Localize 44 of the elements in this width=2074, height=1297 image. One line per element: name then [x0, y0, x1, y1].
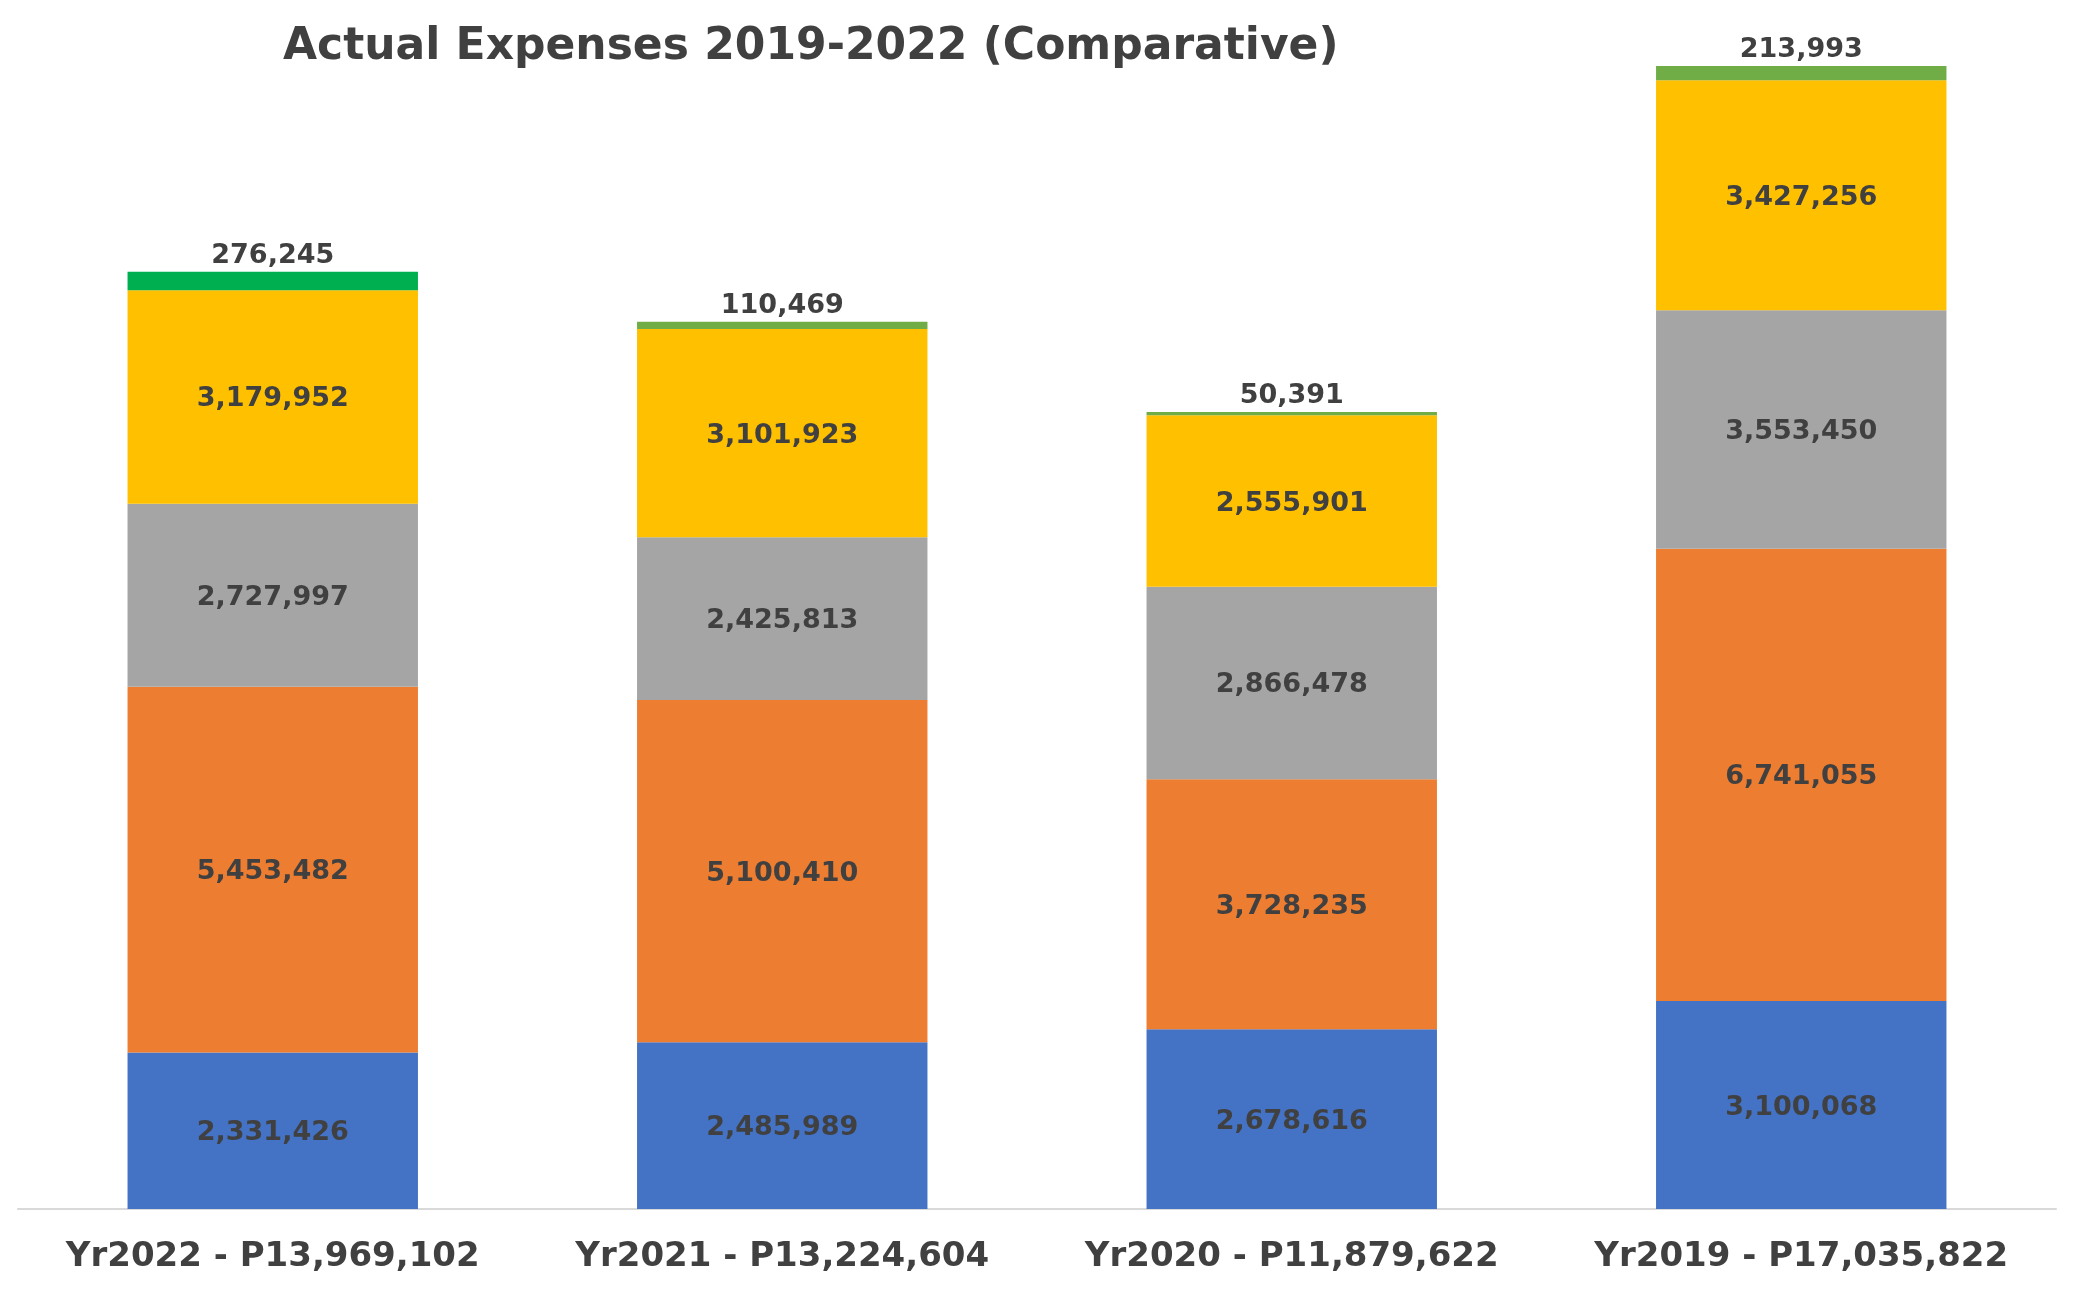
bar	[127, 503, 418, 687]
data-label: 50,391	[1239, 377, 1344, 409]
data-label: 6,741,055	[1725, 759, 1878, 791]
bar	[1656, 548, 1947, 1001]
data-label: 2,727,997	[196, 579, 349, 611]
data-label: 2,678,616	[1215, 1103, 1368, 1135]
bar	[1656, 1001, 1947, 1209]
data-label: 3,553,450	[1725, 414, 1878, 446]
bar	[637, 537, 928, 700]
bar	[637, 329, 928, 538]
chart-title: Actual Expenses 2019-2022 (Comparative)	[283, 17, 1339, 69]
bar	[127, 1052, 418, 1209]
data-label: 3,179,952	[196, 381, 349, 413]
bar	[637, 321, 928, 330]
data-label: 5,453,482	[196, 854, 349, 886]
data-label: 2,485,989	[706, 1110, 859, 1142]
bar	[1656, 310, 1947, 549]
x-tick-label: Yr2021 - P13,224,604	[574, 1234, 990, 1274]
bar	[1656, 80, 1947, 311]
bar	[1146, 415, 1437, 587]
data-label: 5,100,410	[706, 855, 859, 887]
data-label: 276,245	[211, 237, 335, 269]
x-tick-label: Yr2019 - P17,035,822	[1593, 1234, 2009, 1274]
data-label: 2,866,478	[1215, 667, 1368, 699]
bar	[1146, 586, 1437, 780]
data-label: 3,101,923	[706, 417, 859, 449]
data-label: 3,728,235	[1215, 888, 1368, 920]
bar	[1146, 1029, 1437, 1209]
data-label: 3,100,068	[1725, 1089, 1878, 1121]
data-label: 2,555,901	[1215, 485, 1368, 517]
bar	[1146, 779, 1437, 1030]
data-label: 2,425,813	[706, 603, 859, 635]
data-label: 213,993	[1739, 32, 1863, 63]
x-tick-label: Yr2022 - P13,969,102	[64, 1234, 480, 1274]
x-tick-label: Yr2020 - P11,879,622	[1083, 1234, 1499, 1274]
data-label: 3,427,256	[1725, 179, 1878, 211]
bar	[127, 686, 418, 1053]
data-label: 2,331,426	[196, 1115, 349, 1147]
bar	[637, 700, 928, 1043]
bar	[127, 290, 418, 504]
bar	[1656, 66, 1947, 81]
bar	[637, 1042, 928, 1209]
bar	[127, 271, 418, 291]
data-label: 110,469	[720, 287, 844, 319]
